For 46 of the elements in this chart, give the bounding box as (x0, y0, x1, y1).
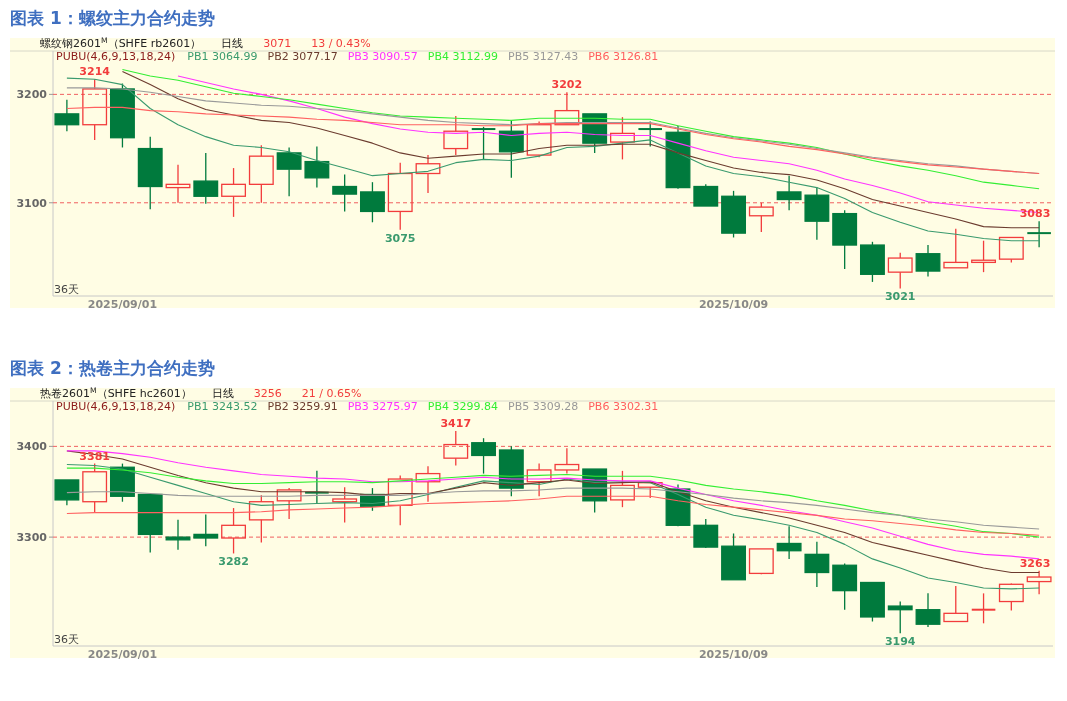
annotation: 3075 (384, 231, 416, 245)
chart-title: 图表 1：螺纹主力合约走势 (10, 8, 215, 28)
chart-title: 图表 2：热卷主力合约走势 (10, 358, 215, 378)
line-series (121, 68, 1040, 190)
y-tick-label: 3300 (16, 531, 48, 545)
text: PB1 3243.52 (187, 400, 258, 413)
legend-title: PUBU(4,6,9,13,18,24) (56, 50, 176, 63)
line-series (66, 106, 1040, 175)
text: PB4 3112.99 (427, 50, 499, 63)
annotation: 3202 (551, 78, 583, 92)
x-axis-title: 36天 (54, 283, 79, 296)
chart-subtitle: 热卷2601$^{M}$（SHFE hc2601） (40, 385, 192, 400)
text: PB2 3259.91 (267, 400, 338, 413)
text: 日线 (221, 37, 244, 50)
y-tick-label: 3100 (16, 196, 48, 210)
text: 21 / 0.65% (301, 387, 362, 400)
annotation: 3263 (1019, 556, 1051, 570)
text: PB1 3064.99 (187, 50, 258, 63)
annotation: 3194 (884, 635, 916, 649)
chart-subtitle: 螺纹钢2601$^{M}$（SHFE rb2601） (40, 35, 202, 50)
annotation: 3282 (218, 555, 249, 569)
line-series (66, 495, 1040, 536)
x-tick-label: 2025/10/09 (698, 648, 769, 661)
annotation: 3214 (79, 65, 111, 79)
text: 日线 (211, 387, 234, 400)
y-tick-label: 3200 (16, 88, 48, 102)
text: PB5 3309.28 (508, 400, 579, 413)
x-axis-title: 36天 (54, 633, 79, 646)
text: 3256 (253, 387, 282, 400)
x-tick-label: 2025/09/01 (87, 298, 158, 311)
text: PB3 3090.57 (347, 50, 418, 63)
line-series (66, 467, 1040, 538)
text: PB3 3275.97 (347, 400, 418, 413)
annotation: 3417 (440, 416, 472, 430)
text: PB4 3299.84 (427, 400, 499, 413)
text: PB2 3077.17 (267, 50, 338, 63)
text: PB6 3302.31 (588, 400, 659, 413)
text: PB5 3127.43 (508, 50, 579, 63)
text: 3071 (263, 37, 292, 50)
y-tick-label: 3400 (16, 440, 48, 454)
x-tick-label: 2025/10/09 (698, 298, 769, 311)
legend-title: PUBU(4,6,9,13,18,24) (56, 400, 176, 413)
x-tick-label: 2025/09/01 (87, 648, 158, 661)
text: 13 / 0.43% (311, 37, 371, 50)
annotation: 3021 (884, 290, 916, 304)
text: PB6 3126.81 (588, 50, 659, 63)
